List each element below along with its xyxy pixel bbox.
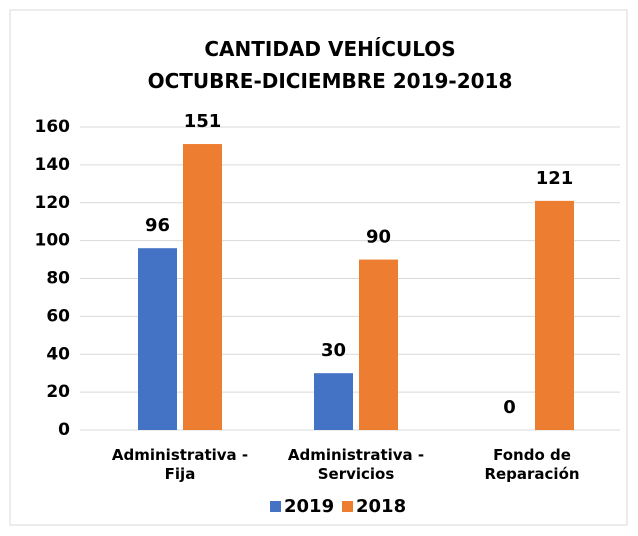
y-tick-label: 60: [46, 306, 70, 326]
y-tick-label: 80: [46, 269, 70, 289]
data-label: 90: [366, 227, 391, 248]
data-label: 96: [145, 215, 170, 236]
x-tick-label: Administrativa -Fija: [112, 446, 248, 483]
y-tick-label: 120: [35, 193, 71, 213]
legend-label: 2018: [356, 496, 406, 517]
bar: [183, 144, 222, 430]
legend-label: 2019: [284, 496, 334, 517]
data-label: 151: [184, 111, 222, 132]
y-tick-label: 160: [35, 117, 71, 137]
data-label: 121: [536, 168, 574, 189]
chart-border: [9, 9, 628, 526]
y-tick-label: 0: [58, 420, 70, 440]
chart-title: CANTIDAD VEHÍCULOS OCTUBRE-DICIEMBRE 2019…: [148, 37, 513, 93]
legend-swatch: [270, 501, 281, 512]
bar: [359, 259, 398, 430]
bar: [314, 373, 353, 430]
bar: [535, 200, 574, 430]
y-tick-label: 100: [35, 231, 71, 251]
y-tick-label: 20: [46, 382, 70, 402]
data-label: 0: [503, 397, 516, 418]
legend-swatch: [342, 501, 353, 512]
y-tick-label: 40: [46, 344, 70, 364]
y-tick-label: 140: [35, 155, 71, 175]
x-tick-label: Fondo de Reparación: [484, 446, 579, 483]
data-label: 30: [321, 340, 346, 361]
bar: [138, 248, 177, 430]
x-tick-label: Administrativa -Servicios: [288, 446, 424, 483]
